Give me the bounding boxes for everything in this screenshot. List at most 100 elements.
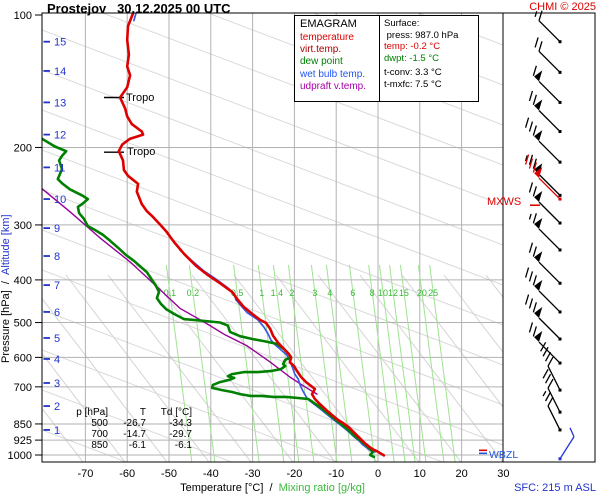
svg-text:12: 12 <box>54 130 66 142</box>
svg-text:1: 1 <box>259 288 264 298</box>
svg-text:30: 30 <box>497 468 509 480</box>
svg-text:600: 600 <box>14 352 32 364</box>
svg-text:20: 20 <box>455 468 467 480</box>
svg-text:6: 6 <box>54 307 60 319</box>
wind-barb <box>534 10 562 44</box>
svg-text:10: 10 <box>54 194 66 206</box>
svg-text:8: 8 <box>54 251 60 263</box>
svg-text:20: 20 <box>417 288 427 298</box>
svg-text:4: 4 <box>54 354 60 366</box>
legend-item-updraft: udpraft v.temp. <box>300 80 366 92</box>
mxws-label: MXWS <box>487 196 522 208</box>
svg-text:12: 12 <box>388 288 398 298</box>
y-axis-title-altitude: Altitude [km] <box>0 214 12 275</box>
wind-barb <box>542 390 562 432</box>
tropopause-markers <box>104 96 124 153</box>
svg-text:2: 2 <box>54 401 60 413</box>
wind-barb <box>532 65 562 104</box>
legend-box: EMAGRAM temperature virt.temp. dew point… <box>294 15 383 102</box>
wind-barb <box>528 322 562 365</box>
surface-tmxfc: t-mxfc: 7.5 °C <box>384 78 442 90</box>
svg-text:400: 400 <box>14 275 32 287</box>
mixing-ratio-lines: 0.1 0.2 0.5 1 1.4 2 3 4 6 8 10 12 15 20 25 <box>164 264 456 462</box>
surface-temp: temp: -0.2 °C <box>384 41 441 52</box>
svg-text:-50: -50 <box>161 468 177 480</box>
svg-text:-20: -20 <box>286 468 302 480</box>
x-axis-title: Temperature [°C] / Mixing ratio [g/kg] <box>42 482 503 494</box>
surface-title: Surface: <box>384 18 420 29</box>
plot-frame <box>41 12 596 463</box>
svg-text:850: 850 <box>14 419 32 431</box>
table-row: 850 -6.1 -6.1 <box>91 440 192 451</box>
legend-item-dew-point: dew point <box>300 56 343 68</box>
wind-barb <box>558 427 575 461</box>
table-row: 500 -26.7 -34.3 <box>91 418 192 429</box>
svg-text:-70: -70 <box>77 468 93 480</box>
wind-barb <box>528 90 562 134</box>
wind-barb <box>528 213 562 252</box>
surface-press: press: 987.0 hPa <box>384 29 459 41</box>
temperature-curve <box>117 13 386 457</box>
wind-barb <box>524 267 562 314</box>
surface-dwpt: dwpt: -1.5 °C <box>384 52 440 64</box>
wbzl-label: WBZL <box>489 449 519 461</box>
legend-item-temperature: temperature <box>300 32 354 43</box>
station-elevation-label: SFC: 215 m ASL <box>514 482 596 494</box>
svg-text:5: 5 <box>54 333 60 345</box>
svg-text:-60: -60 <box>119 468 135 480</box>
wind-barb <box>534 37 562 74</box>
svg-text:3: 3 <box>312 288 317 298</box>
surface-info-box: Surface: press: 987.0 hPa temp: -0.2 °C … <box>379 15 479 102</box>
wind-barb <box>524 294 562 341</box>
wind-barb <box>524 117 562 164</box>
x-axis-title-temperature: Temperature [°C] / <box>180 482 279 494</box>
y-axis-title-pressure: Pressure [hPa] / <box>0 274 12 363</box>
svg-text:4: 4 <box>327 288 332 298</box>
wind-barb <box>540 342 562 392</box>
legend-title: EMAGRAM <box>300 18 357 30</box>
svg-text:25: 25 <box>428 288 438 298</box>
svg-text:10: 10 <box>414 468 426 480</box>
svg-text:925: 925 <box>14 435 32 447</box>
svg-text:-40: -40 <box>203 468 219 480</box>
svg-text:100: 100 <box>14 10 32 22</box>
svg-text:0.5: 0.5 <box>231 288 244 298</box>
pressure-axis: 100 200 300 400 500 600 700 850 925 1000 <box>8 10 42 462</box>
svg-text:-10: -10 <box>328 468 344 480</box>
wind-barbs <box>524 10 575 461</box>
wind-barb <box>528 242 562 285</box>
svg-text:0.2: 0.2 <box>187 288 200 298</box>
svg-text:9: 9 <box>54 223 60 235</box>
temperature-axis: -70 -60 -50 -40 -30 -20 -10 0 10 20 30 <box>77 468 509 480</box>
svg-text:2: 2 <box>289 288 294 298</box>
svg-text:1000: 1000 <box>8 450 32 462</box>
tropopause-1-label: Tropo <box>126 92 155 104</box>
svg-text:300: 300 <box>14 220 32 232</box>
levels-table: p [hPa] T Td [°C] 500 -26.7 -34.3 700 -1… <box>74 407 192 451</box>
svg-text:0: 0 <box>375 468 381 480</box>
wind-barb <box>528 182 562 225</box>
svg-text:700: 700 <box>14 382 32 394</box>
page-title: Prostejov 30.12.2025 00 UTC <box>47 1 231 16</box>
svg-text:200: 200 <box>14 142 32 154</box>
svg-text:1.4: 1.4 <box>271 288 284 298</box>
svg-text:500: 500 <box>14 318 32 330</box>
level-markers <box>479 204 540 455</box>
updraft_virt_temp-curve <box>42 187 318 395</box>
wet_bulb_top-curve <box>133 13 137 22</box>
legend-item-virt-temp: virt.temp. <box>300 44 342 56</box>
y-axis-title: Pressure [hPa] / Altitude [km] <box>0 148 15 363</box>
svg-text:10: 10 <box>378 288 388 298</box>
svg-text:1: 1 <box>54 425 60 437</box>
wind-barb <box>524 154 562 197</box>
legend-item-wet-bulb: wet bulb temp. <box>300 68 366 80</box>
svg-text:13: 13 <box>54 97 66 109</box>
svg-text:7: 7 <box>54 280 60 292</box>
wind-barb <box>524 154 562 201</box>
svg-text:3: 3 <box>54 378 60 390</box>
copyright-label: CHMI © 2025 <box>529 1 596 13</box>
svg-text:-30: -30 <box>245 468 261 480</box>
